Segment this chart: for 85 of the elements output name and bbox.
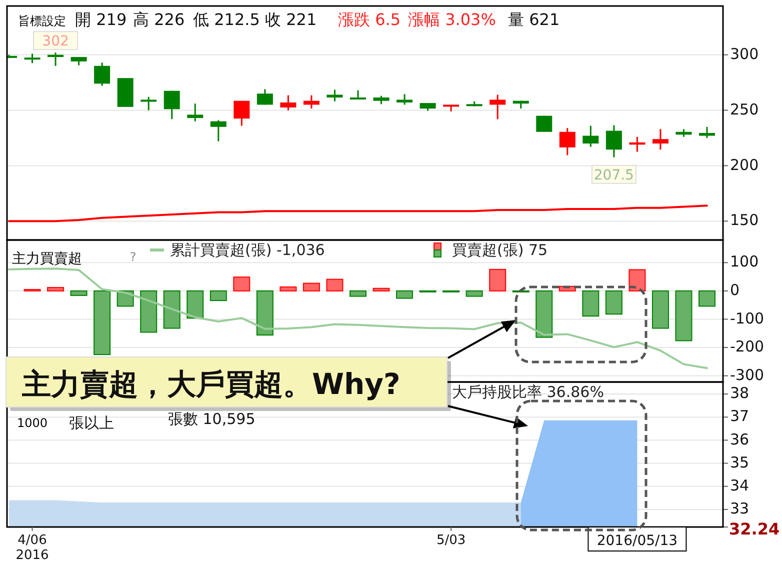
bar (326, 278, 344, 292)
annotation: 開 219 (75, 10, 127, 29)
candlestick (256, 88, 273, 106)
y-tick-label: 34 (730, 476, 750, 494)
text: 大戶持股比率 36.86% (452, 383, 604, 401)
candlestick (94, 62, 110, 87)
annotation: 207.5 (594, 167, 634, 184)
bar (70, 290, 88, 296)
candlestick (606, 124, 622, 158)
candlestick (280, 94, 296, 111)
legend-label: 買賣超(張) 75 (452, 241, 548, 259)
bar (628, 269, 646, 292)
bar (350, 290, 366, 297)
line-series (8, 268, 708, 370)
x-tick-label: 2016/05/13 (596, 533, 678, 549)
annotation: 張以上 (69, 414, 114, 432)
line-series (8, 204, 708, 222)
candlestick (234, 100, 250, 127)
bar (675, 290, 692, 342)
candlestick (140, 96, 157, 111)
y-tick-label: 0 (730, 281, 740, 300)
candlestick (396, 93, 413, 106)
bar (466, 290, 483, 297)
bar (652, 290, 669, 329)
annotation: 低 212.5 (193, 10, 260, 29)
bar (280, 286, 297, 292)
annotation: 漲跌 6.5 (338, 10, 401, 29)
candlestick (210, 119, 226, 142)
candlestick (536, 115, 552, 133)
candlestick (699, 126, 715, 139)
y-tick-label: 37 (730, 407, 750, 426)
y-tick-label: 35 (730, 453, 750, 472)
candlestick (24, 52, 40, 64)
bar (605, 290, 622, 315)
x-tick-label: 4/06 2016 (16, 533, 49, 563)
y-tick-label: -200 (730, 338, 764, 356)
bar (536, 290, 553, 338)
annotation: ? (130, 250, 136, 264)
bar (372, 288, 390, 292)
candlestick (652, 128, 668, 150)
annotation: 張數 10,595 (168, 410, 256, 428)
bar (489, 268, 506, 292)
candlestick (303, 94, 320, 110)
bar (140, 290, 158, 333)
candlestick (559, 127, 576, 156)
y-tick-label: -100 (730, 309, 764, 328)
annotation: 主力買賣超 (12, 251, 82, 267)
bar (186, 290, 204, 319)
candlestick (48, 52, 64, 67)
bar (256, 290, 274, 336)
annotation: 旨標設定 (18, 14, 66, 28)
bar (396, 290, 414, 299)
bar (302, 282, 320, 292)
annotation: 漲幅 3.03% (408, 10, 496, 29)
bar (233, 276, 250, 292)
y-tick-label: 300 (730, 44, 759, 63)
annotation: 量 621 (508, 10, 560, 29)
bar (94, 290, 111, 356)
candlestick (629, 136, 646, 153)
bar (47, 287, 64, 292)
annotation: 1000 (17, 416, 48, 430)
candlestick (490, 94, 506, 120)
bar (582, 290, 600, 317)
candlestick (187, 102, 204, 122)
x-tick-label: 5/03 (436, 533, 466, 548)
candlestick (326, 88, 343, 102)
annotation: 收 221 (265, 10, 317, 29)
candlestick (164, 90, 180, 120)
y-tick-label: -300 (730, 366, 764, 384)
y-tick-label: 36 (730, 430, 750, 448)
y-tick-label: 250 (730, 100, 759, 118)
y-tick-label: 32.24 (729, 519, 780, 538)
y-tick-label: 150 (730, 211, 759, 230)
y-tick-label: 33 (730, 500, 750, 518)
annotation: 302 (42, 34, 69, 50)
annotation: 主力賣超，大戶買超。Why? (21, 367, 400, 401)
y-tick-label: 200 (730, 156, 759, 174)
bar (163, 290, 180, 329)
annotation: 高 226 (133, 10, 185, 29)
candlestick (582, 125, 599, 148)
legend-label: 累計買賣超(張) -1,036 (170, 241, 325, 259)
bar (210, 290, 227, 302)
y-tick-label: 38 (730, 384, 750, 402)
bar (698, 290, 716, 307)
y-tick-label: 100 (730, 252, 759, 271)
